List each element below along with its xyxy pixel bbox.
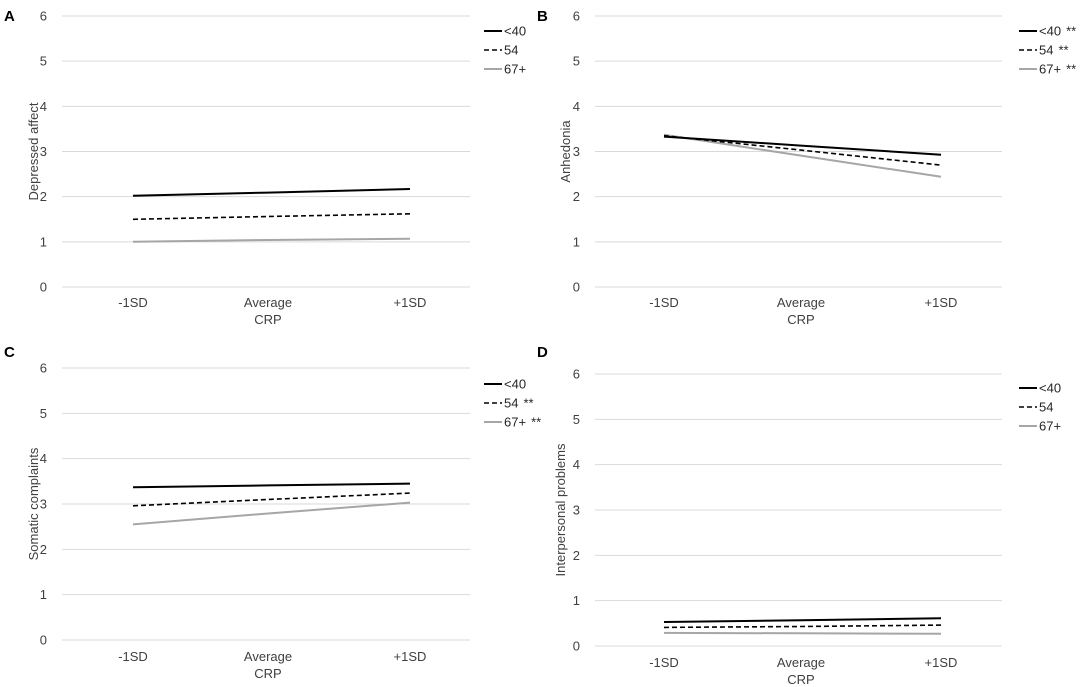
legend-label: 54 [1039,400,1053,415]
panel-d: D 0 1 2 3 4 5 6 Interpersonal problems -1SD Averag… [537,344,1061,687]
y-tick-label: 6 [40,361,47,376]
legend-label: <40 [1039,381,1061,396]
y-tick-label: 0 [573,280,580,295]
x-tick-label: +1SD [394,649,427,664]
legend-label: 54 [504,43,518,58]
y-tick-label: 1 [40,234,47,249]
y-axis-label: Somatic complaints [26,447,41,560]
y-tick-label: 5 [40,54,47,69]
x-tick-label: +1SD [925,295,958,310]
significance-marker: ** [531,415,541,430]
x-tick-label: -1SD [118,295,148,310]
panel-letter: D [537,344,548,361]
x-tick-label: +1SD [394,295,427,310]
y-axis-label: Depressed affect [26,102,41,200]
x-axis-label: CRP [254,312,281,327]
x-tick-label: Average [244,295,292,310]
y-tick-label: 2 [573,189,580,204]
y-tick-label: 1 [40,587,47,602]
panel-letter: B [537,8,548,25]
y-tick-label: 3 [573,503,580,518]
x-tick-label: Average [244,649,292,664]
legend-label: <40 [504,377,526,392]
y-tick-label: 1 [573,593,580,608]
series-line-lt40 [132,188,411,197]
panel-letter: C [4,344,15,361]
legend-label: 54 [504,396,518,411]
y-tick-label: 5 [40,406,47,421]
y-tick-label: 6 [40,9,47,24]
series-line-67plus [132,237,411,243]
legend-label: <40 [504,24,526,39]
y-tick-label: 5 [573,54,580,69]
legend-label: 67+ [504,415,526,430]
panel-b: B 0 1 2 3 4 5 6 Anhedonia -1SD Average +1SD CRP <40 **… [537,8,1076,327]
x-tick-label: Average [777,655,825,670]
y-tick-label: 2 [573,548,580,563]
y-tick-label: 1 [573,234,580,249]
significance-marker: ** [1066,62,1076,77]
series-line-54 [663,624,942,629]
series-line-lt40 [663,135,942,156]
y-tick-label: 4 [40,451,47,466]
significance-marker: ** [523,396,533,411]
legend-label: 67+ [1039,419,1061,434]
series-line-67plus [663,133,942,178]
x-tick-label: -1SD [649,295,679,310]
series-line-67plus [663,631,942,635]
y-axis-label: Anhedonia [558,120,573,183]
panel-a: A 0 1 2 3 4 5 6 Depressed affect -1SD Average +1SD C… [4,8,526,327]
x-tick-label: -1SD [118,649,148,664]
significance-marker: ** [1066,24,1076,39]
x-axis-label: CRP [787,312,814,327]
legend-label: 67+ [1039,62,1061,77]
significance-marker: ** [1058,43,1068,58]
series-line-lt40 [132,482,411,489]
y-tick-label: 3 [573,144,580,159]
y-tick-label: 0 [573,639,580,654]
y-tick-label: 6 [573,9,580,24]
y-tick-label: 3 [40,497,47,512]
y-axis-label: Interpersonal problems [553,443,568,576]
legend-label: 67+ [504,62,526,77]
x-tick-label: -1SD [649,655,679,670]
x-axis-label: CRP [787,672,814,687]
legend-label: 54 [1039,43,1053,58]
y-tick-label: 4 [40,99,47,114]
y-tick-label: 4 [573,99,580,114]
y-tick-label: 2 [40,189,47,204]
y-tick-label: 6 [573,367,580,382]
y-tick-label: 2 [40,542,47,557]
legend-label: <40 [1039,24,1061,39]
y-tick-label: 0 [40,633,47,648]
x-tick-label: +1SD [925,655,958,670]
x-tick-label: Average [777,295,825,310]
series-line-54 [663,134,942,166]
x-axis-label: CRP [254,666,281,681]
panel-c: C 0 1 2 3 4 5 6 Somatic complaints -1SD Average +1S… [4,344,541,681]
y-tick-label: 4 [573,457,580,472]
y-tick-label: 3 [40,144,47,159]
series-line-67plus [132,501,411,526]
y-tick-label: 5 [573,412,580,427]
y-tick-label: 0 [40,280,47,295]
series-line-54 [132,213,411,221]
panel-letter: A [4,8,15,25]
series-line-lt40 [663,617,942,623]
